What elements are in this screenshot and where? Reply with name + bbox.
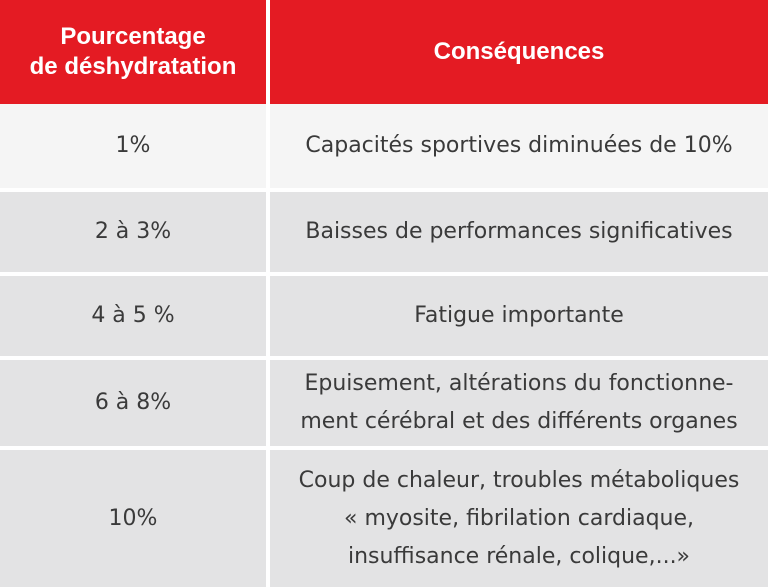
consequence-line: Coup de chaleur, troubles métaboliques [298, 467, 740, 493]
header-divider [266, 0, 270, 104]
consequence-line: Capacités sportives diminuées de 10% [305, 133, 733, 158]
consequence-cell: Epuisement, altérations du fonctionne- m… [270, 360, 768, 446]
consequence-cell: Coup de chaleur, troubles métaboliques «… [270, 450, 768, 587]
row-divider [0, 356, 768, 360]
percentage-cell: 1% [115, 133, 151, 158]
table-row: 4 à 5 % Fatigue importante [0, 276, 768, 356]
percentage-cell: 10% [108, 505, 158, 531]
percentage-cell: 2 à 3% [94, 219, 172, 244]
row-divider [0, 188, 768, 192]
consequence-cell: Fatigue importante [270, 276, 768, 356]
column-divider [266, 276, 270, 356]
table-row: 2 à 3% Baisses de performances significa… [0, 192, 768, 272]
consequence-line: Baisses de performances significatives [305, 219, 733, 244]
consequence-line: Fatigue importante [414, 303, 624, 328]
column-divider [266, 360, 270, 446]
table-row: 10% Coup de chaleur, troubles métaboliqu… [0, 450, 768, 587]
consequence-cell: Capacités sportives diminuées de 10% [270, 104, 768, 188]
row-divider [0, 272, 768, 276]
percentage-cell: 4 à 5 % [91, 303, 175, 328]
consequence-line: insuffisance rénale, colique,...» [347, 543, 691, 569]
consequence-line: ment cérébral et des différents organes [300, 409, 738, 434]
consequence-line: Epuisement, altérations du fonctionne- [304, 371, 734, 396]
header-consequences: Conséquences [433, 38, 605, 65]
header-percentage-line2: de déshydratation [29, 53, 237, 80]
header-percentage: Pourcentage de déshydratation [0, 0, 266, 104]
column-divider [266, 192, 270, 272]
table-row: 6 à 8% Epuisement, altérations du foncti… [0, 360, 768, 446]
consequence-cell: Baisses de performances significatives [270, 192, 768, 272]
table-header: Pourcentage de déshydratation Conséquenc… [0, 0, 768, 104]
header-percentage-line1: Pourcentage [60, 23, 206, 50]
row-divider [0, 446, 768, 450]
column-divider [266, 450, 270, 587]
percentage-cell: 6 à 8% [94, 390, 172, 415]
table-row: 1% Capacités sportives diminuées de 10% [0, 104, 768, 188]
consequence-line: « myosite, fibrilation cardiaque, [343, 505, 695, 531]
column-divider [266, 104, 270, 188]
